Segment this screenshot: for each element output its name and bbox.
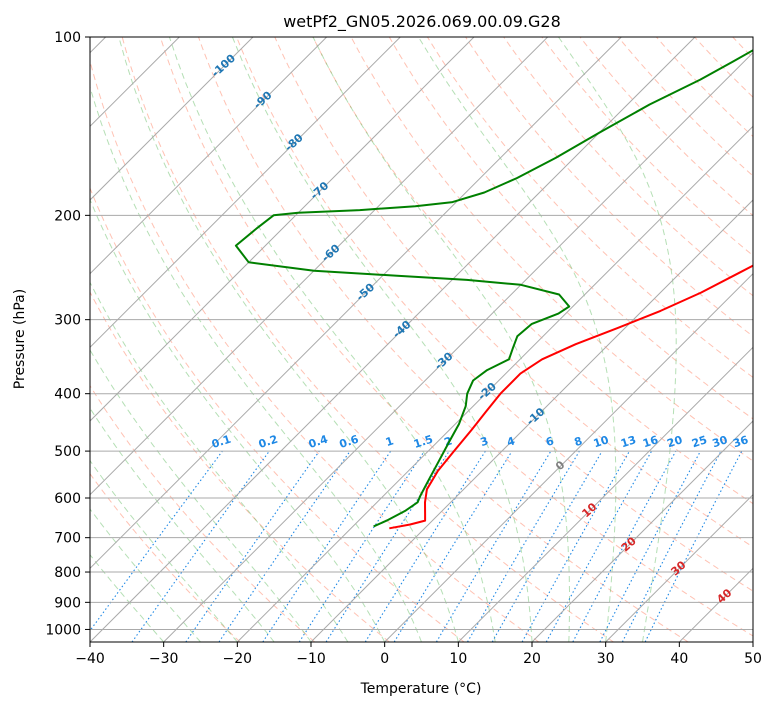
x-axis-title: Temperature (°C)	[360, 681, 482, 697]
mixing-ratio-label: 0.1	[210, 433, 233, 451]
dry-adiabat	[159, 37, 689, 642]
mixing-ratio-label: 13	[619, 433, 638, 450]
isotherm-line	[90, 37, 549, 496]
mixing-ratio-label: 8	[573, 434, 584, 449]
isotherm-line	[531, 420, 753, 642]
isotherm-line	[310, 199, 753, 642]
moist-adiabat	[90, 508, 201, 642]
isotherm-line	[605, 493, 753, 642]
isotherm-line	[236, 125, 753, 642]
mixing-ratio-label: 0.6	[338, 432, 361, 450]
mixing-ratio-label: 0.4	[307, 432, 330, 450]
y-tick-label: 500	[54, 444, 81, 460]
axes: −40 −30 −20 −10 0 10 20 30 40 5010020030040050060…	[45, 30, 762, 667]
mixing-ratio-label: 10	[592, 433, 611, 450]
moist-adiabat	[90, 553, 165, 642]
y-tick-label: 700	[54, 531, 81, 547]
isotherm-line	[384, 272, 753, 642]
mixing-ratio-label: 6	[544, 434, 556, 449]
y-tick-label: 900	[54, 595, 81, 611]
plot-area: -100-90-80-70-60-50-40-30-20-10010203040…	[90, 37, 753, 642]
mixing-ratio-line	[545, 450, 653, 642]
mixing-ratio-line	[572, 450, 677, 642]
mixing-ratio-line	[393, 450, 513, 642]
mixing-ratio-line	[131, 450, 270, 642]
y-tick-label: 600	[54, 491, 81, 507]
mixing-ratio-line	[90, 450, 223, 632]
mixing-ratio-line	[325, 450, 450, 642]
x-tick-label: 30	[597, 651, 615, 667]
x-tick-label: −30	[149, 651, 179, 667]
mixing-ratio-label: 1.5	[412, 433, 435, 451]
plot-frame	[89, 36, 754, 643]
dry-adiabat	[90, 291, 390, 642]
mixing-ratio-label: 20	[665, 433, 684, 450]
mixing-ratio-label: 1	[384, 434, 395, 449]
mixing-ratio-label: 0.2	[257, 433, 280, 451]
moist-adiabat	[90, 407, 275, 642]
y-axis-title: Pressure (hPa)	[12, 289, 28, 389]
dry-adiabat	[90, 59, 540, 642]
moist-adiabat	[417, 37, 617, 642]
moist-adiabat	[558, 37, 677, 642]
mixing-ratio-line	[262, 450, 392, 642]
mixing-ratio-line	[218, 450, 351, 642]
temperature-profile	[389, 264, 753, 530]
y-tick-label: 100	[54, 30, 81, 46]
moist-adiabat	[90, 281, 349, 642]
isotherm-line	[90, 37, 622, 570]
y-tick-label: 800	[54, 565, 81, 581]
dry-adiabat	[236, 37, 753, 592]
moist-adiabat	[168, 37, 496, 642]
moist-adiabat	[90, 198, 386, 642]
dry-adiabat	[274, 37, 753, 548]
dry-adiabat	[90, 384, 316, 642]
x-tick-label: −40	[75, 651, 105, 667]
isotherm-line	[90, 37, 401, 349]
x-tick-label: −20	[223, 651, 253, 667]
mixing-ratio-label: 3	[479, 434, 490, 449]
mixing-ratio-label: 25	[690, 433, 709, 450]
y-tick-label: 1000	[45, 622, 81, 638]
chart-title: wetPf2_GN05.2026.069.00.09.G28	[283, 12, 561, 32]
moist-adiabat	[90, 85, 422, 642]
dry-adiabat	[121, 37, 614, 642]
dry-adiabat	[312, 37, 753, 505]
x-tick-label: 40	[670, 651, 688, 667]
isotherm-line	[163, 51, 753, 642]
dry-adiabat	[388, 37, 753, 420]
mixing-ratio-label: 36	[731, 433, 750, 450]
y-tick-label: 300	[54, 313, 81, 329]
x-tick-label: −10	[296, 651, 326, 667]
dry-adiabat	[198, 37, 753, 637]
x-tick-label: 50	[744, 651, 762, 667]
mixing-ratio-line	[521, 450, 630, 642]
isotherm-line	[90, 37, 328, 275]
dry-adiabat	[90, 186, 465, 642]
x-tick-label: 20	[523, 651, 541, 667]
isotherm-line	[90, 37, 475, 422]
dry-adiabat	[503, 37, 753, 297]
dry-adiabat	[426, 37, 753, 378]
moist-adiabat	[231, 37, 533, 642]
dewpoint-profile	[234, 49, 753, 528]
mixing-ratio-label: 16	[641, 433, 660, 450]
mixing-ratio-line	[185, 450, 320, 642]
mixing-ratio-label: 30	[711, 433, 730, 450]
y-tick-label: 200	[54, 208, 81, 224]
x-tick-label: 10	[449, 651, 467, 667]
isotherm-line	[90, 37, 696, 642]
mixing-ratio-line	[644, 450, 743, 642]
mixing-ratio-label: 4	[505, 434, 517, 449]
dry-adiabat	[617, 37, 753, 177]
isotherm-line	[457, 346, 753, 642]
moist-adiabat	[90, 459, 238, 642]
isotherm-line	[90, 37, 254, 201]
x-tick-label: 0	[380, 651, 389, 667]
mixing-ratio-line	[298, 450, 425, 642]
y-tick-label: 400	[54, 387, 81, 403]
